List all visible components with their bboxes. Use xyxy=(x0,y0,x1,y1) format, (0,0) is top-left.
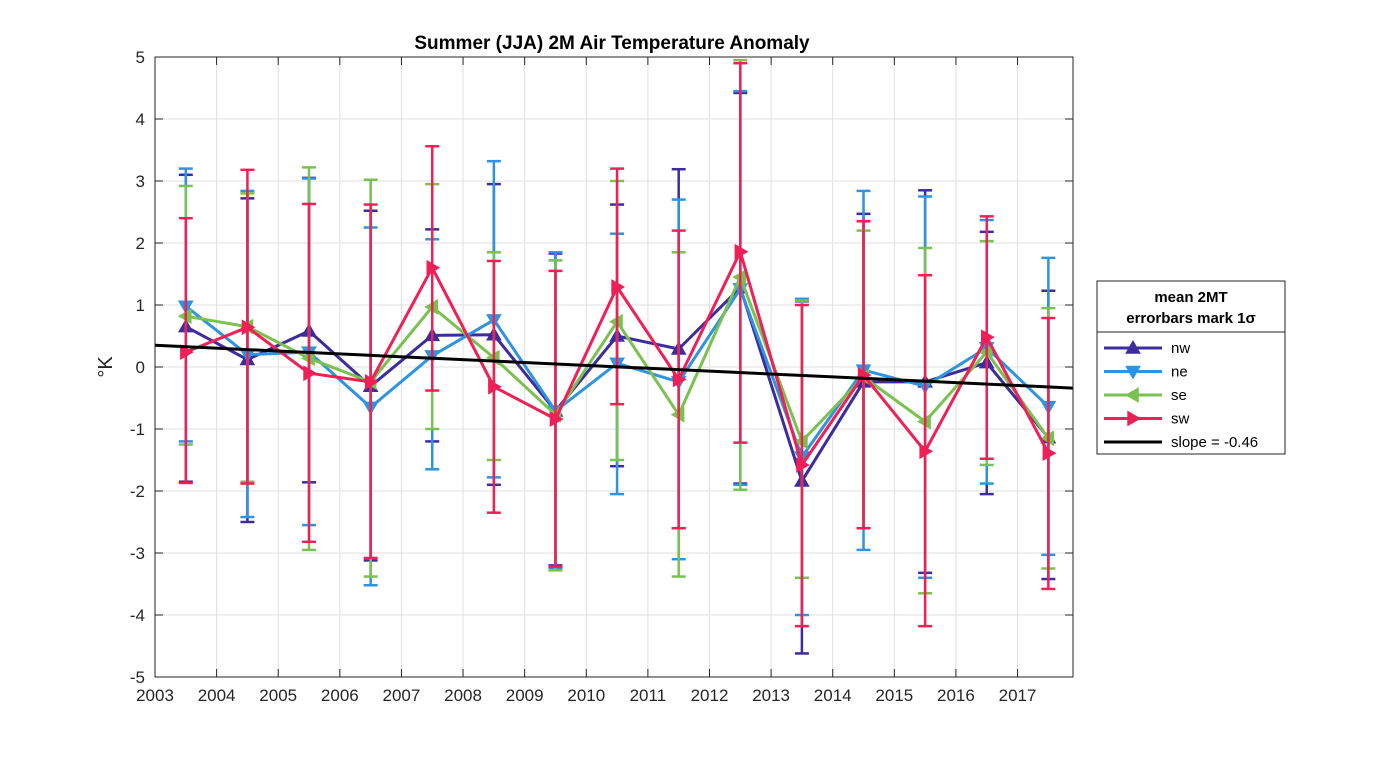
y-tick-label: 2 xyxy=(136,234,145,253)
legend: mean 2MT errorbars mark 1σ nw ne se sw slope… xyxy=(1096,280,1286,455)
x-tick-label: 2015 xyxy=(875,686,913,705)
x-tick-label: 2003 xyxy=(136,686,174,705)
trend-line xyxy=(154,343,1074,390)
chart-title: Summer (JJA) 2M Air Temperature Anomaly xyxy=(414,33,810,54)
x-tick-label: 2004 xyxy=(198,686,236,705)
y-tick-label: 5 xyxy=(136,48,145,67)
legend-item-ne: ne xyxy=(1104,364,1188,381)
legend-title-line-1: mean 2MT xyxy=(1154,289,1227,306)
legend-item-sw: sw xyxy=(1104,411,1190,428)
point-sw xyxy=(180,344,194,360)
y-tick-label: -4 xyxy=(130,606,145,625)
point-sw xyxy=(488,378,502,395)
y-axis-label: °K xyxy=(95,356,117,378)
y-tick-label: 1 xyxy=(136,296,145,315)
point-sw xyxy=(426,259,441,276)
plot-frame xyxy=(154,56,1074,678)
legend-item-nw: nw xyxy=(1104,339,1190,357)
point-sw xyxy=(611,279,626,295)
x-tick-label: 2007 xyxy=(383,686,421,705)
x-tick-label: 2005 xyxy=(259,686,297,705)
y-axis: -5 -4 -3 -2 -1 0 1 2 3 4 5 xyxy=(130,48,1073,687)
trend-layer xyxy=(154,343,1074,390)
point-sw xyxy=(981,329,995,346)
point-sw xyxy=(241,319,256,336)
legend-label: ne xyxy=(1171,364,1188,381)
legend-label: nw xyxy=(1171,340,1190,357)
x-tick-label: 2017 xyxy=(999,686,1037,705)
point-sw xyxy=(796,457,810,473)
legend-swatch-marker xyxy=(1125,339,1141,354)
series-sw xyxy=(178,61,1057,628)
point-sw xyxy=(1042,445,1057,462)
legend-label: se xyxy=(1171,387,1187,404)
series-layer xyxy=(177,58,1057,655)
legend-swatch-marker xyxy=(1125,365,1141,380)
y-tick-label: -3 xyxy=(130,544,145,563)
x-tick-label: 2014 xyxy=(814,686,852,705)
x-tick-label: 2006 xyxy=(321,686,359,705)
y-tick-label: -2 xyxy=(130,482,145,501)
y-tick-label: 4 xyxy=(136,110,145,129)
y-tick-label: 0 xyxy=(136,358,145,377)
y-tick-label: 3 xyxy=(136,172,145,191)
x-axis: 2003 2004 2005 2006 2007 2008 2009 2010 2011 2012… xyxy=(136,57,1036,705)
legend-box xyxy=(1096,280,1286,455)
x-tick-label: 2012 xyxy=(691,686,729,705)
x-tick-label: 2016 xyxy=(937,686,975,705)
legend-swatch-marker xyxy=(1124,387,1139,403)
point-sw xyxy=(303,365,318,382)
y-tick-label: -1 xyxy=(130,420,145,439)
x-tick-label: 2010 xyxy=(567,686,605,705)
legend-swatch-marker xyxy=(1127,410,1142,427)
y-tick-label: -5 xyxy=(130,668,145,687)
x-tick-label: 2013 xyxy=(752,686,790,705)
x-tick-label: 2009 xyxy=(506,686,544,705)
point-sw xyxy=(549,411,564,427)
legend-title-line-2: errorbars mark 1σ xyxy=(1126,310,1256,327)
point-sw xyxy=(919,443,934,460)
point-sw xyxy=(364,374,379,390)
point-sw xyxy=(734,243,749,260)
x-tick-label: 2011 xyxy=(630,686,667,705)
legend-label: slope = -0.46 xyxy=(1171,434,1258,451)
legend-item-trend: slope = -0.46 xyxy=(1104,434,1258,451)
x-tick-label: 2008 xyxy=(444,686,482,705)
legend-item-se: se xyxy=(1104,387,1187,404)
legend-label: sw xyxy=(1171,411,1190,428)
point-sw xyxy=(672,371,687,388)
